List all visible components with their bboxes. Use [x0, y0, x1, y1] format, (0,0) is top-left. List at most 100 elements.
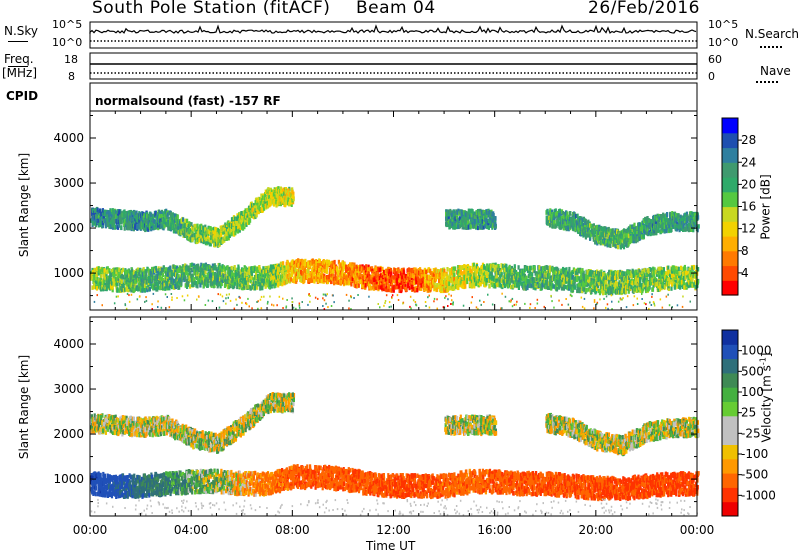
- data-cell: [653, 221, 656, 226]
- data-cell: [111, 285, 114, 290]
- data-cell: [108, 210, 111, 216]
- data-cell: [681, 216, 685, 222]
- data-cell: [111, 208, 114, 213]
- data-cell: [562, 214, 565, 220]
- data-cell: [592, 234, 595, 240]
- data-cell: [659, 220, 662, 225]
- data-cell: [697, 224, 700, 229]
- data-cell: [290, 261, 293, 266]
- data-cell: [161, 281, 164, 286]
- data-cell: [572, 225, 575, 230]
- data-cell: [223, 227, 226, 232]
- data-cell: [203, 238, 206, 243]
- data-cell: [237, 226, 240, 231]
- data-cell: [677, 213, 680, 218]
- data-cell: [580, 221, 584, 227]
- data-cell: [191, 233, 194, 239]
- data-cell: [672, 220, 675, 225]
- data-cell: [266, 200, 269, 206]
- data-cell: [224, 224, 227, 229]
- data-cell: [97, 218, 100, 224]
- data-cell: [157, 281, 160, 287]
- data-cell: [279, 267, 282, 273]
- data-cell: [179, 280, 182, 285]
- data-cell: [164, 267, 168, 272]
- data-cell: [241, 267, 245, 273]
- data-cell: [220, 240, 223, 245]
- data-cell: [120, 279, 123, 284]
- data-cell: [209, 270, 212, 276]
- data-cell: [166, 212, 169, 217]
- data-cell: [689, 227, 692, 232]
- data-cell: [307, 268, 310, 274]
- data-cell: [280, 269, 283, 275]
- data-cell: [115, 269, 118, 275]
- data-cell: [675, 212, 678, 218]
- data-cell: [166, 272, 170, 277]
- data-cell: [600, 240, 603, 245]
- data-cell: [274, 281, 277, 286]
- data-cell: [106, 266, 109, 271]
- data-cell: [277, 269, 280, 275]
- data-cell: [569, 224, 572, 229]
- data-cell: [687, 216, 690, 221]
- data-cell: [558, 209, 561, 215]
- data-cell: [184, 263, 187, 268]
- data-cell: [110, 281, 114, 286]
- data-cell: [457, 224, 460, 229]
- data-cell: [551, 224, 554, 229]
- noise-tick-top-left: 10^5: [52, 18, 83, 31]
- data-cell: [196, 283, 199, 289]
- data-cell: [204, 269, 207, 275]
- data-cell: [492, 211, 495, 216]
- data-cell: [683, 216, 686, 221]
- data-cell: [125, 287, 128, 292]
- data-cell: [489, 223, 492, 228]
- data-cell: [694, 222, 697, 228]
- data-cell: [222, 227, 225, 232]
- data-cell: [638, 236, 642, 241]
- data-cell: [262, 273, 265, 278]
- data-cell: [196, 237, 199, 243]
- data-cell: [200, 268, 203, 273]
- data-cell: [105, 269, 108, 275]
- data-cell: [91, 285, 94, 290]
- data-cell: [259, 269, 262, 275]
- data-cell: [249, 278, 252, 284]
- data-cell: [190, 267, 193, 273]
- data-cell: [237, 281, 240, 286]
- data-cell: [287, 198, 290, 203]
- data-cell: [161, 268, 164, 274]
- data-cell: [665, 225, 668, 230]
- data-cell: [97, 214, 101, 219]
- data-cell: [183, 227, 186, 232]
- data-cell: [570, 221, 573, 226]
- data-cell: [122, 218, 125, 223]
- data-cell: [161, 284, 164, 290]
- data-cell: [277, 266, 280, 272]
- data-cell: [148, 278, 151, 284]
- data-cell: [159, 270, 162, 275]
- data-cell: [584, 220, 587, 225]
- data-cell: [176, 214, 179, 219]
- data-cell: [193, 280, 197, 286]
- data-cell: [248, 266, 251, 271]
- data-cell: [197, 226, 200, 232]
- data-cell: [655, 216, 658, 221]
- data-cell: [217, 281, 221, 287]
- data-cell: [147, 227, 150, 232]
- data-cell: [210, 265, 213, 271]
- data-cell: [467, 225, 470, 230]
- data-cell: [123, 226, 126, 231]
- data-cell: [115, 282, 118, 287]
- data-cell: [192, 282, 195, 287]
- data-cell: [263, 279, 266, 285]
- data-cell: [202, 275, 205, 281]
- data-cell: [272, 269, 275, 274]
- data-cell: [697, 215, 700, 220]
- data-cell: [236, 267, 239, 273]
- data-cell: [625, 235, 628, 240]
- data-cell: [290, 202, 293, 207]
- data-cell: [641, 228, 644, 233]
- data-cell: [575, 213, 578, 219]
